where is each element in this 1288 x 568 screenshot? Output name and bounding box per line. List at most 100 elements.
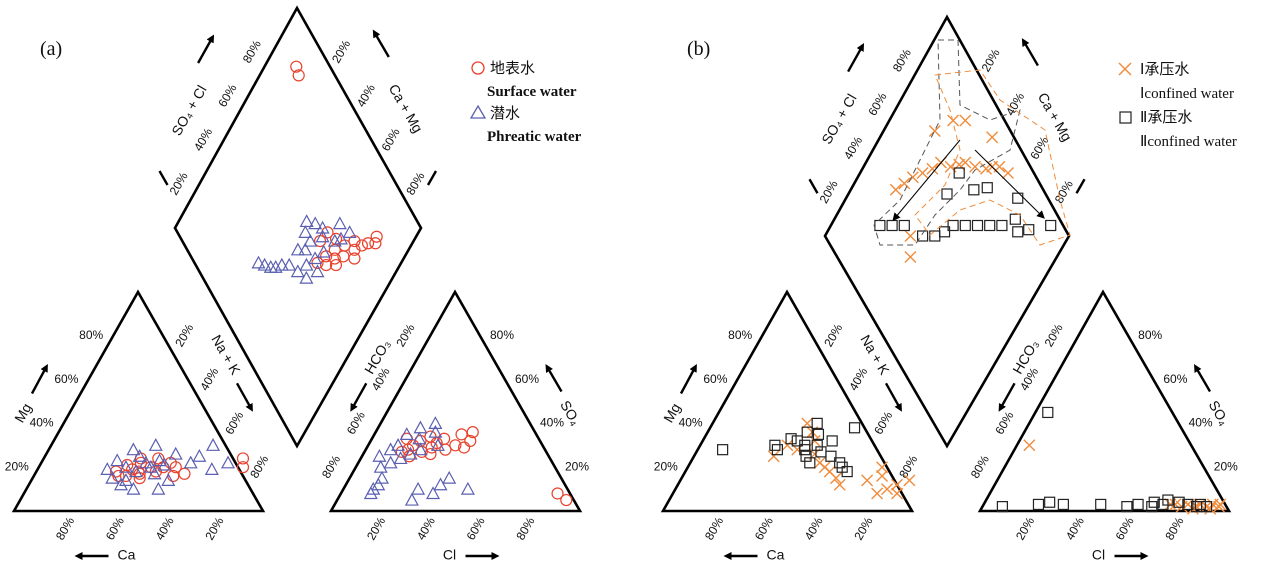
mg-axis-arrow	[679, 363, 697, 395]
points-1	[717, 114, 1227, 515]
point-diamond	[315, 220, 330, 234]
point-anion	[424, 447, 437, 461]
point-anion	[413, 442, 428, 456]
nak-tick: 60%	[871, 409, 895, 437]
mg-tick: 80%	[79, 328, 103, 342]
cl-tick: 80%	[513, 514, 537, 542]
ca-axis-label: Ca	[767, 547, 785, 563]
point-anion	[1121, 501, 1133, 513]
point-diamond	[328, 252, 341, 265]
ca-tick: 40%	[802, 514, 826, 542]
point-cation	[128, 464, 143, 478]
point-cation	[105, 470, 120, 484]
point-cation	[192, 448, 207, 462]
so4cl-axis-arrow	[847, 43, 865, 73]
point-cation	[152, 453, 167, 467]
legend-b: Ⅰ承压水 Ⅰconfined water Ⅱ承压水 Ⅱconfined wate…	[1118, 61, 1237, 150]
point-cation	[881, 483, 894, 496]
camg-axis-arrow	[372, 29, 390, 58]
mg-tick: 40%	[30, 416, 54, 430]
point-cation	[126, 481, 141, 495]
hco3-tick: 20%	[1042, 321, 1066, 349]
point-diamond	[303, 233, 318, 247]
point-anion	[466, 426, 479, 439]
point-diamond	[889, 183, 902, 196]
cl-tick: 40%	[1063, 514, 1087, 542]
point-cation	[221, 455, 236, 469]
ca-tick: 80%	[53, 514, 77, 542]
point-cation	[876, 461, 889, 474]
diamond	[173, 5, 423, 449]
point-anion	[428, 416, 443, 429]
point-anion	[1169, 498, 1182, 511]
so4cl-tick: 40%	[191, 125, 215, 153]
point-diamond	[929, 230, 941, 242]
point-anion	[1214, 498, 1227, 511]
point-anion	[403, 446, 418, 460]
point-cation	[147, 466, 162, 480]
point-diamond	[348, 252, 361, 265]
point-diamond	[298, 242, 313, 256]
point-anion	[399, 427, 414, 440]
point-diamond	[333, 231, 349, 245]
camg-tick: 40%	[354, 81, 378, 109]
point-cation	[143, 459, 158, 473]
point-cation	[118, 473, 133, 486]
axis-dash	[158, 170, 169, 186]
point-cation	[841, 465, 853, 478]
cl-tick: 20%	[364, 514, 388, 542]
point-diamond	[315, 229, 330, 243]
point-anion	[460, 481, 475, 495]
point-cation	[161, 473, 176, 486]
point-cation	[833, 478, 846, 491]
legend-confined1-en: Ⅰconfined water	[1140, 86, 1234, 102]
point-diamond	[298, 225, 313, 238]
ca-tick: 20%	[851, 514, 875, 542]
point-diamond	[926, 162, 939, 175]
point-cation	[767, 450, 780, 463]
point-diamond	[308, 216, 323, 230]
point-diamond	[904, 251, 917, 263]
nak-axis-arrow	[884, 382, 902, 412]
panel-b: (b) Ⅰ承压水 Ⅰconfined water Ⅱ承压水 Ⅱconfined …	[654, 14, 1238, 563]
cl-tick: 40%	[414, 514, 438, 542]
point-diamond	[971, 219, 984, 232]
camg-tick: 20%	[979, 46, 1003, 74]
point-anion	[1200, 501, 1213, 513]
point-anion	[551, 487, 564, 500]
point-diamond	[282, 257, 297, 271]
legend-confined2-zh: Ⅱ承压水	[1140, 109, 1192, 126]
point-anion	[374, 470, 389, 484]
point-cation	[169, 461, 182, 474]
cation-triangle	[660, 289, 915, 513]
ca-tick: 60%	[752, 514, 776, 542]
point-diamond	[916, 167, 929, 179]
hco3-tick: 80%	[968, 453, 992, 481]
point-diamond	[1012, 192, 1024, 204]
point-anion	[1175, 500, 1188, 513]
axis-dash	[808, 178, 819, 194]
trend-arrow-left	[892, 139, 961, 222]
hco3-tick: 60%	[344, 409, 368, 437]
point-diamond	[327, 233, 342, 247]
point-anion	[1182, 498, 1194, 511]
cl-tick: 60%	[1113, 514, 1137, 542]
point-cation	[119, 469, 133, 483]
so4-axis-arrow	[545, 364, 563, 393]
mg-tick: 60%	[703, 372, 727, 386]
point-cation	[791, 435, 803, 447]
diamond	[823, 14, 1071, 449]
point-diamond	[981, 182, 993, 194]
point-diamond	[290, 264, 305, 278]
hco3-tick: 20%	[393, 321, 417, 349]
point-cation	[236, 461, 250, 474]
axis-dash	[426, 170, 438, 186]
point-cation	[204, 462, 219, 475]
so4-axis-arrow	[1193, 364, 1212, 393]
point-anion	[363, 486, 378, 500]
camg-tick: 80%	[403, 169, 427, 197]
point-cation	[834, 457, 846, 469]
point-diamond	[290, 242, 305, 256]
point-diamond	[1045, 219, 1057, 232]
point-diamond	[369, 237, 382, 250]
